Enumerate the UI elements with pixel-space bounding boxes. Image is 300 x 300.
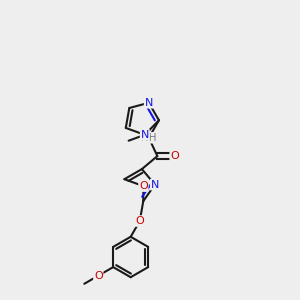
- Text: NH: NH: [141, 133, 157, 143]
- Text: O: O: [94, 271, 103, 281]
- Text: O: O: [139, 181, 148, 191]
- Text: N: N: [151, 180, 159, 190]
- Text: N: N: [141, 130, 149, 140]
- Text: N: N: [145, 98, 153, 108]
- Text: O: O: [135, 216, 144, 226]
- Text: O: O: [170, 151, 179, 161]
